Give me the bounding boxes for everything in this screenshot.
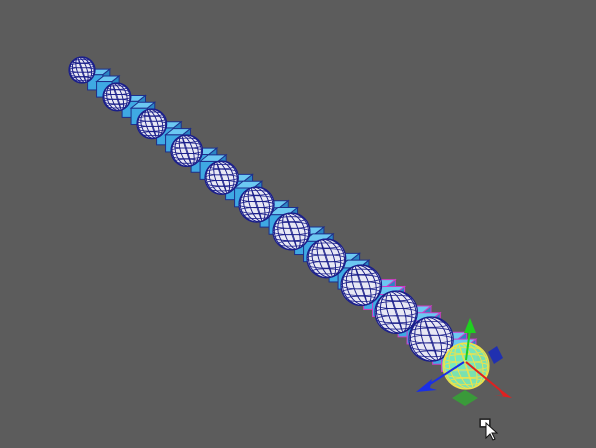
y-axis-arrow-icon[interactable] [464, 318, 476, 333]
move-manipulator-icon[interactable] [416, 318, 512, 406]
selection-cursor-icon [479, 418, 499, 441]
sphere-object[interactable] [268, 208, 315, 255]
sphere-object[interactable] [369, 285, 422, 338]
sphere-object[interactable] [201, 157, 243, 199]
scene-objects[interactable] [66, 54, 495, 395]
xy-plane-handle-icon[interactable] [488, 346, 503, 364]
z-axis-arrow-icon[interactable] [416, 379, 437, 392]
selected-sphere-object[interactable] [437, 337, 495, 395]
z-axis-handle[interactable] [429, 361, 465, 385]
sphere-object[interactable] [234, 182, 278, 226]
sphere-object[interactable] [336, 260, 387, 311]
sphere-object[interactable] [403, 311, 459, 367]
xz-plane-handle-icon[interactable] [452, 390, 478, 406]
y-axis-handle[interactable] [465, 329, 471, 361]
x-axis-arrow-icon[interactable] [494, 386, 512, 398]
sphere-object[interactable] [302, 234, 351, 283]
sphere-object[interactable] [167, 131, 207, 171]
sphere-object[interactable] [66, 54, 99, 87]
x-axis-handle[interactable] [465, 361, 501, 391]
sphere-object[interactable] [133, 105, 170, 142]
sphere-object[interactable] [99, 79, 134, 114]
